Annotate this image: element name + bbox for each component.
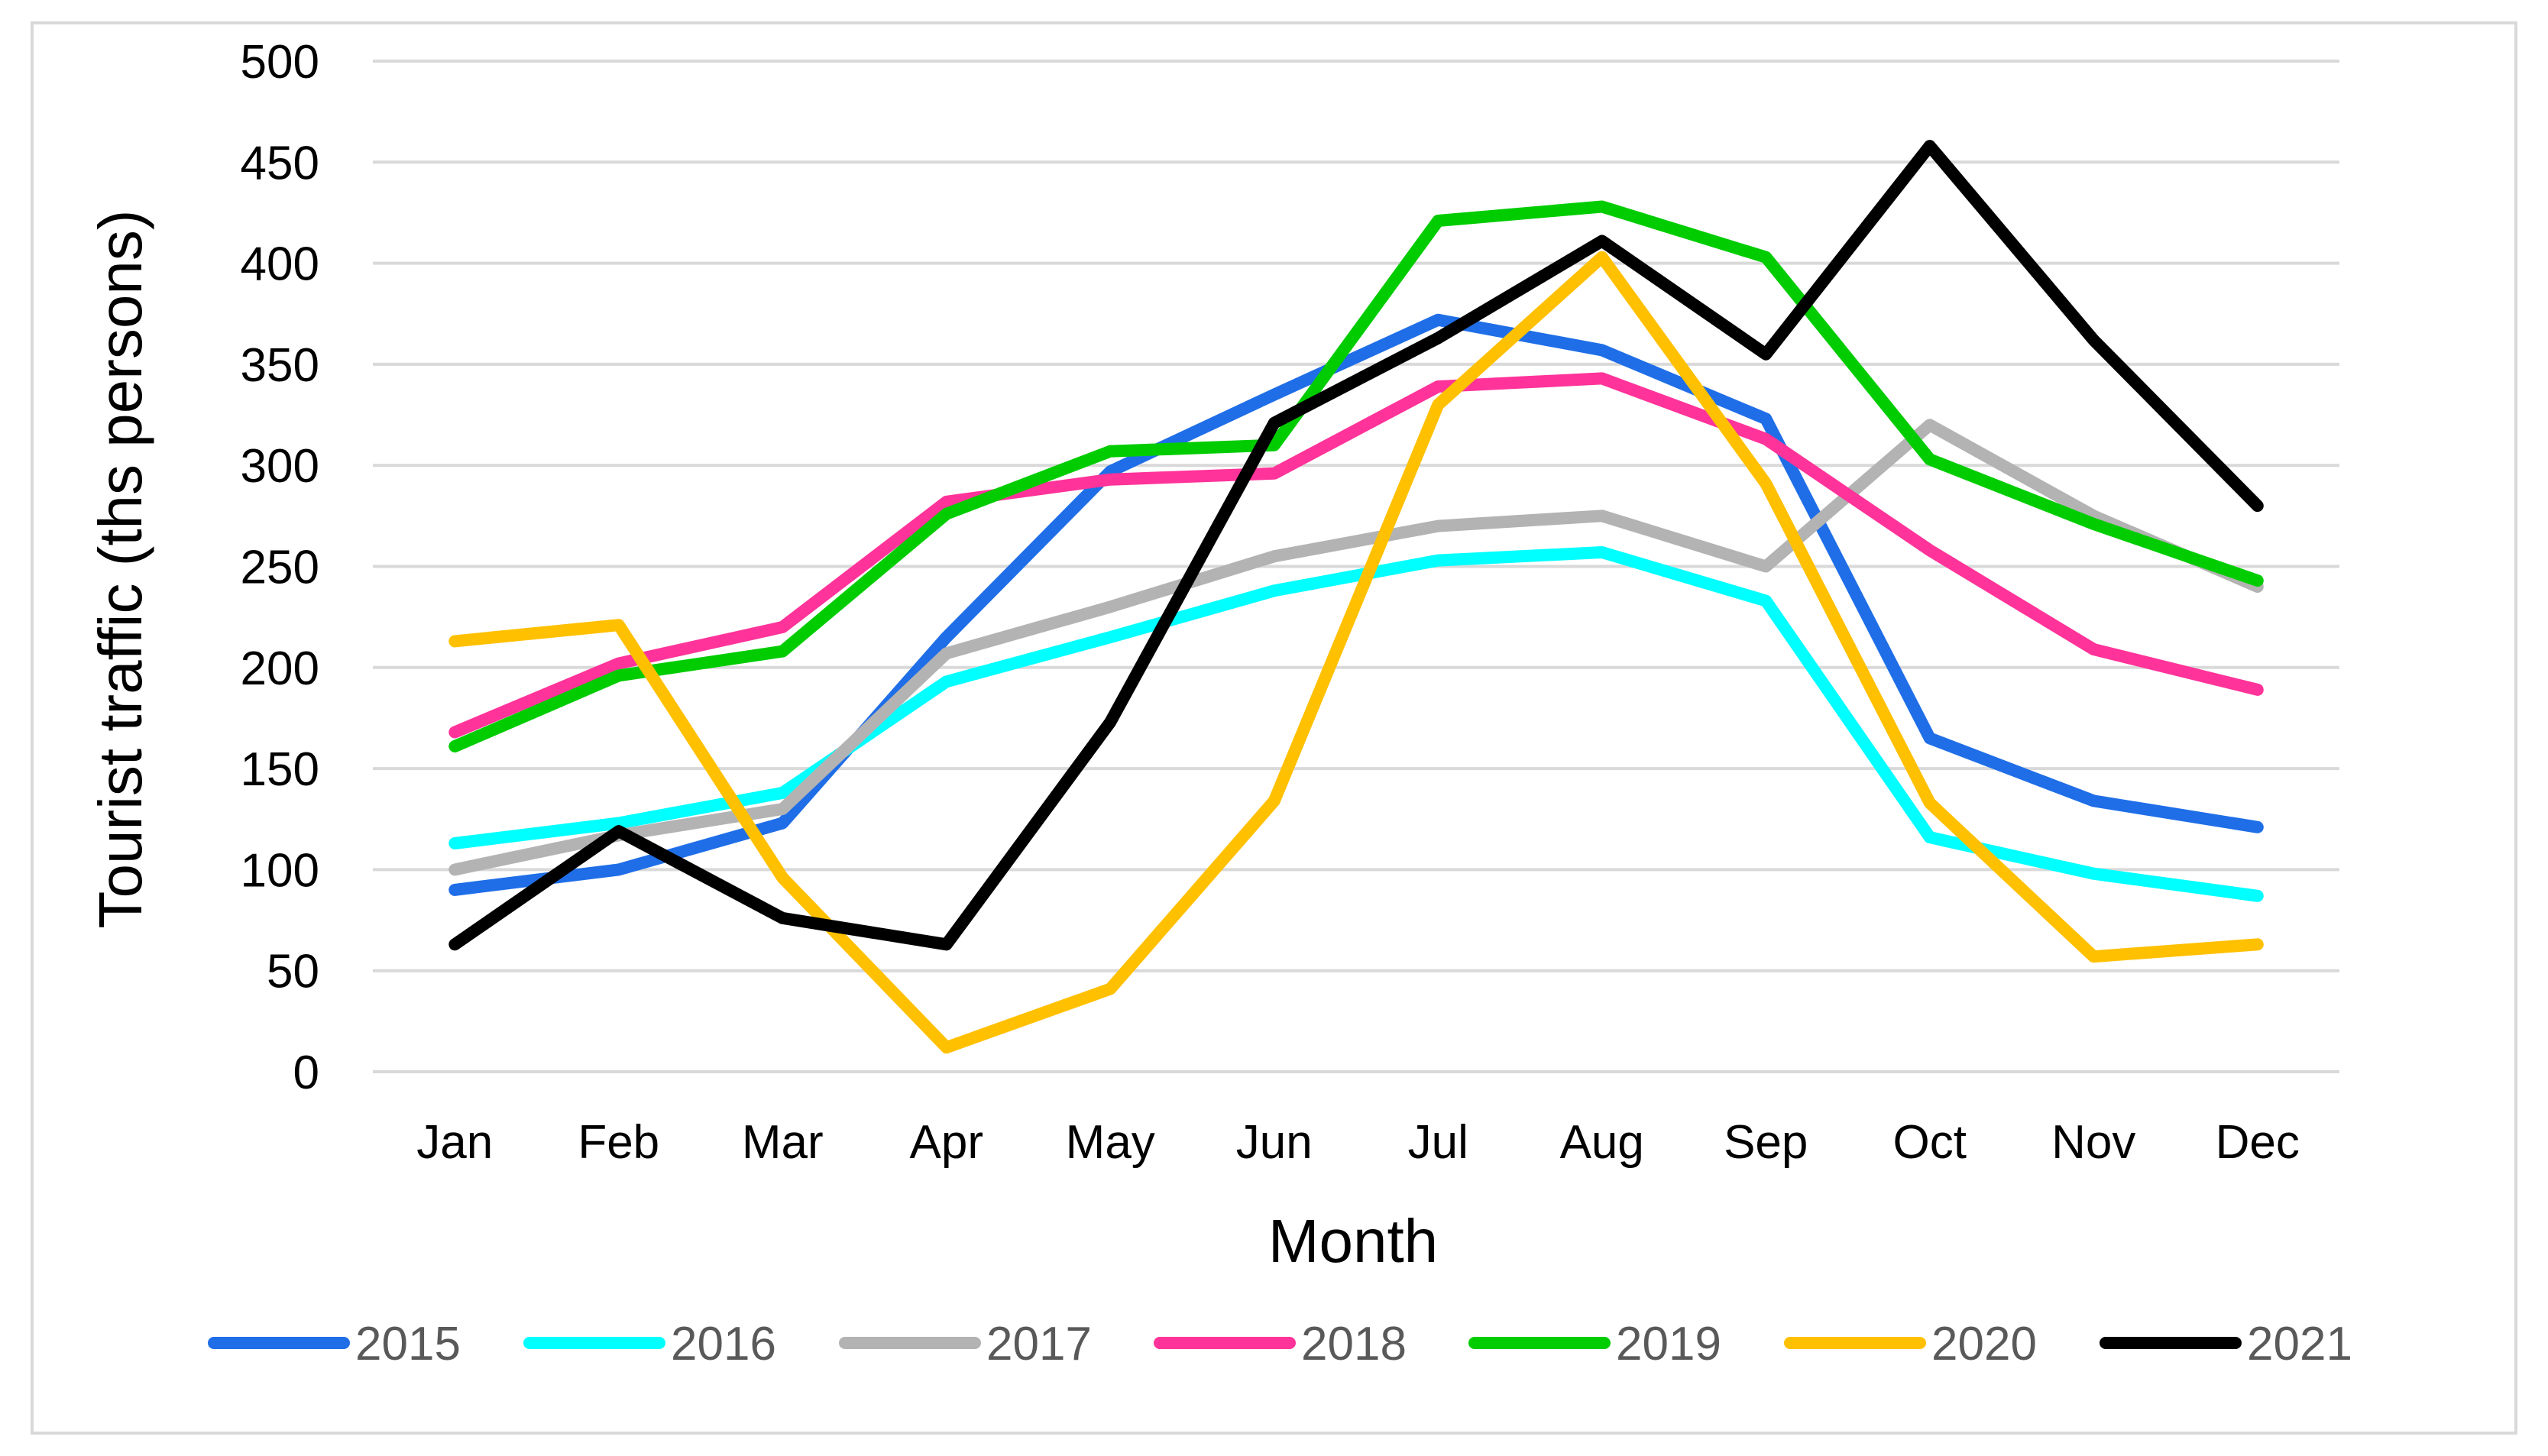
y-tick-label: 50 xyxy=(267,946,319,998)
y-tick-label: 250 xyxy=(241,542,319,594)
x-axis-ticks: Jan Feb Mar Apr May Jun Jul Aug Sep Oct Nov Dec xyxy=(416,1116,2300,1169)
y-tick-label: 300 xyxy=(241,440,319,493)
series-line-2018 xyxy=(448,372,2264,739)
x-tick-label: Dec xyxy=(2216,1116,2300,1169)
series-line-2017 xyxy=(448,419,2264,876)
series-line-2016 xyxy=(448,546,2264,902)
y-tick-label: 500 xyxy=(241,36,319,89)
y-axis-title: Tourist traffic (ths persons) xyxy=(86,209,154,928)
x-tick-label: Jan xyxy=(416,1116,493,1169)
legend-label-2021: 2021 xyxy=(2247,1318,2352,1370)
x-tick-label: Feb xyxy=(578,1116,659,1169)
series-line-2020 xyxy=(448,251,2264,1054)
x-tick-label: Mar xyxy=(742,1116,824,1169)
y-tick-label: 200 xyxy=(241,642,319,695)
gridlines xyxy=(373,60,2339,1073)
y-tick-label: 150 xyxy=(241,743,319,796)
y-tick-label: 350 xyxy=(241,339,319,392)
x-tick-label: Apr xyxy=(910,1116,983,1169)
series-lines xyxy=(448,140,2264,1054)
legend-label-2017: 2017 xyxy=(986,1318,1092,1370)
x-tick-label: Jun xyxy=(1236,1116,1313,1169)
series-line-2021 xyxy=(448,140,2264,951)
x-tick-label: Aug xyxy=(1560,1116,1644,1169)
y-tick-label: 0 xyxy=(293,1047,319,1099)
legend-label-2020: 2020 xyxy=(1931,1318,2037,1370)
y-tick-label: 100 xyxy=(241,844,319,897)
x-tick-label: Sep xyxy=(1724,1116,1808,1169)
x-axis-title: Month xyxy=(1268,1207,1438,1275)
x-tick-label: Nov xyxy=(2051,1116,2135,1169)
y-tick-label: 450 xyxy=(241,137,319,189)
legend: 2015 2016 2017 2018 2019 2020 2021 xyxy=(208,1318,2352,1370)
series-line-2019 xyxy=(448,200,2264,752)
legend-label-2019: 2019 xyxy=(1616,1318,1721,1370)
x-tick-label: May xyxy=(1066,1116,1155,1169)
chart-frame xyxy=(31,21,2517,1435)
x-tick-label: Jul xyxy=(1408,1116,1468,1169)
y-axis-ticks: 0 50 100 150 200 250 300 350 400 450 500 xyxy=(241,36,319,1099)
y-tick-label: 400 xyxy=(241,238,319,291)
x-tick-label: Oct xyxy=(1893,1116,1967,1169)
legend-label-2015: 2015 xyxy=(355,1318,461,1370)
legend-label-2016: 2016 xyxy=(671,1318,776,1370)
legend-label-2018: 2018 xyxy=(1301,1318,1407,1370)
